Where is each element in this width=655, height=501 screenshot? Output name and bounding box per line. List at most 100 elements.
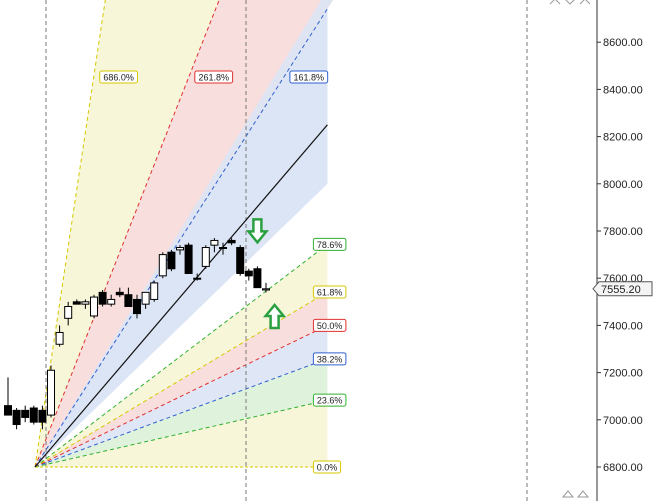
candle-body (21, 409, 30, 418)
fan-ray (34, 399, 328, 468)
fib-label-text: 161.8% (294, 73, 325, 83)
fan-ray (34, 0, 106, 468)
y-tick-label: 7200.00 (603, 368, 643, 380)
fib-label-box (312, 285, 347, 299)
candle (236, 245, 245, 276)
candle (81, 299, 90, 309)
fib-label-text: 23.6% (317, 396, 343, 406)
candle (12, 408, 21, 430)
candle (184, 242, 193, 274)
y-tick-label: 7000.00 (603, 415, 643, 427)
candle-body (262, 288, 270, 291)
candle (4, 377, 12, 416)
candle-body (193, 277, 202, 280)
candle-body (124, 294, 133, 308)
candle-body (64, 306, 73, 319)
price-axis[interactable]: 8600.008400.008200.008000.007800.007600.… (597, 37, 643, 474)
fib-label-text: 686.0% (103, 73, 134, 83)
fib-level-label: 161.8% (289, 70, 329, 84)
candle (29, 405, 38, 425)
candle-body (107, 298, 116, 305)
fan-ray (34, 0, 220, 468)
fib-label-box (99, 70, 138, 84)
fib-label-box (312, 318, 347, 332)
candle (47, 365, 55, 418)
candle (21, 405, 30, 423)
fib-label-text: 0.0% (317, 463, 338, 473)
fib-label-box (312, 393, 347, 407)
candle-body (29, 407, 38, 423)
price-tag-box (592, 281, 653, 297)
candle (150, 280, 159, 302)
candle (201, 245, 210, 269)
candle-body (158, 254, 167, 277)
fan-ray (34, 324, 328, 468)
candle-body (133, 298, 141, 315)
candle-body (141, 291, 150, 305)
chevron-up-icon[interactable] (576, 490, 590, 498)
current-price-tag: 7555.20 (592, 281, 653, 297)
fib-label-text: 261.8% (198, 73, 229, 83)
trendline[interactable] (34, 124, 328, 468)
candle (38, 405, 47, 430)
chevron-up-icon[interactable] (561, 490, 575, 498)
fib-level-label: 0.0% (312, 460, 342, 474)
fib-level-label: 686.0% (99, 70, 138, 84)
fib-label-box (194, 70, 234, 84)
scroll-arrows-top-icon[interactable] (549, 0, 591, 5)
candle-body (176, 247, 184, 251)
chevron-up-icon[interactable] (579, 0, 591, 5)
candle-body (227, 239, 236, 244)
candle-body (55, 331, 64, 345)
candle (72, 299, 81, 305)
candle (244, 268, 253, 281)
trendline-segment (34, 124, 328, 468)
candle (90, 294, 98, 319)
candle (55, 325, 64, 347)
chevron-down-icon[interactable] (565, 0, 575, 5)
candle-body (253, 268, 262, 289)
candle (210, 238, 219, 253)
fan-ray (34, 244, 328, 468)
y-tick-label: 8000.00 (603, 179, 643, 191)
scroll-arrows-bottom-icon[interactable] (561, 490, 590, 498)
fib-label-text: 61.8% (317, 287, 343, 297)
fib-level-label: 38.2% (312, 352, 347, 366)
fib-label-text: 78.6% (317, 240, 343, 250)
y-tick-label: 8600.00 (603, 37, 643, 49)
candle-body (47, 369, 55, 416)
candle (253, 266, 262, 289)
fib-level-label: 261.8% (194, 70, 234, 84)
fib-level-label: 61.8% (312, 285, 347, 299)
fib-label-box (312, 352, 347, 366)
y-tick-label: 7800.00 (603, 226, 643, 238)
candle (64, 301, 73, 326)
candle (262, 282, 270, 293)
fib-level-label: 78.6% (312, 237, 347, 251)
y-tick-label: 6800.00 (603, 462, 643, 474)
candle (227, 238, 236, 246)
candle (176, 245, 184, 255)
down-arrow-icon (245, 218, 270, 245)
candle-body (167, 251, 176, 270)
y-tick-label: 8200.00 (603, 132, 643, 144)
chevron-up-icon[interactable] (549, 0, 561, 5)
y-tick-label: 7400.00 (603, 320, 643, 332)
fan-ray (34, 358, 328, 468)
candle-body (201, 247, 210, 267)
candle (107, 294, 116, 307)
candle (124, 287, 133, 308)
fib-label-box (312, 237, 347, 251)
candle (98, 290, 107, 307)
candle-body (81, 301, 90, 305)
candle (158, 252, 167, 279)
candlestick-series (4, 238, 270, 430)
candle-body (219, 247, 227, 250)
candle (219, 242, 227, 255)
candle-body (72, 301, 81, 305)
fib-label-box (289, 70, 329, 84)
candle-body (236, 247, 245, 274)
fib-level-label: 50.0% (312, 318, 347, 332)
candle-body (38, 409, 47, 423)
